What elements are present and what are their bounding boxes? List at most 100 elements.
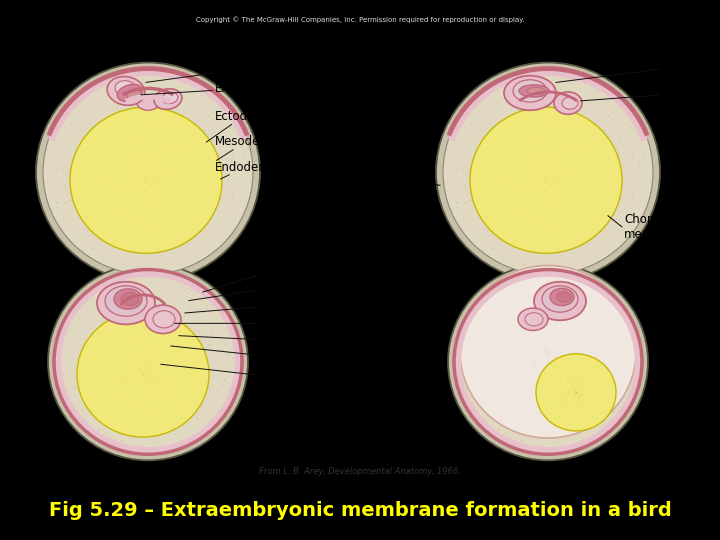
Point [552, 174, 564, 183]
Point [458, 165, 469, 173]
Point [539, 176, 551, 185]
Point [602, 217, 613, 226]
Point [198, 370, 210, 379]
Point [560, 363, 572, 372]
Point [110, 326, 122, 334]
Point [599, 361, 611, 370]
Point [541, 167, 553, 176]
Point [543, 238, 554, 246]
Point [182, 117, 194, 125]
Point [167, 413, 179, 422]
Point [538, 362, 549, 370]
Point [163, 227, 174, 236]
Point [142, 318, 153, 327]
Point [506, 417, 518, 426]
Point [131, 178, 143, 187]
Point [541, 349, 552, 358]
Point [568, 373, 580, 382]
Point [166, 92, 178, 101]
Point [474, 356, 486, 365]
Point [510, 234, 521, 243]
Point [503, 359, 515, 368]
Point [567, 383, 579, 391]
Point [114, 205, 126, 214]
Point [130, 132, 141, 141]
Point [157, 394, 168, 402]
Point [132, 190, 144, 199]
Point [545, 379, 557, 387]
Point [536, 334, 548, 342]
Point [508, 358, 520, 367]
Point [593, 369, 604, 378]
Point [154, 358, 166, 367]
Point [531, 394, 543, 402]
Point [143, 121, 155, 130]
Point [197, 260, 208, 268]
Point [544, 179, 555, 188]
Point [202, 181, 214, 190]
Point [526, 83, 537, 92]
Point [565, 420, 577, 428]
Point [101, 232, 112, 240]
Point [547, 362, 559, 370]
Point [489, 254, 500, 262]
Point [143, 376, 154, 385]
Point [140, 169, 151, 178]
Point [551, 146, 562, 155]
Point [544, 347, 555, 356]
Point [510, 394, 521, 402]
Point [586, 345, 598, 353]
Ellipse shape [448, 264, 648, 461]
Point [521, 343, 532, 352]
Point [145, 380, 157, 388]
Point [163, 164, 174, 173]
Point [521, 216, 533, 225]
Point [516, 194, 528, 202]
Point [159, 153, 171, 161]
Point [180, 255, 192, 264]
Point [572, 390, 584, 399]
Point [143, 210, 154, 219]
Point [153, 337, 164, 346]
Point [480, 172, 492, 180]
Point [131, 118, 143, 127]
Point [189, 214, 200, 222]
Point [132, 361, 144, 369]
Point [515, 430, 526, 439]
Point [172, 187, 184, 196]
Point [485, 311, 497, 320]
Point [602, 340, 613, 349]
Point [164, 245, 176, 254]
Point [185, 366, 197, 375]
Point [150, 178, 161, 186]
Point [173, 249, 184, 258]
Point [480, 223, 492, 232]
Point [136, 165, 148, 173]
Point [159, 387, 171, 395]
Point [568, 238, 580, 246]
Point [474, 240, 486, 248]
Point [129, 397, 140, 406]
Point [104, 281, 116, 289]
Point [606, 315, 617, 323]
Point [131, 179, 143, 188]
Point [570, 388, 582, 396]
Point [540, 139, 552, 147]
Point [491, 306, 503, 314]
Point [610, 361, 621, 369]
Point [531, 117, 542, 126]
Point [186, 351, 198, 360]
Point [141, 167, 153, 176]
Point [563, 185, 575, 194]
Point [172, 183, 184, 192]
Point [559, 344, 570, 353]
Point [135, 113, 146, 122]
Point [542, 363, 554, 372]
Point [168, 352, 180, 360]
Point [589, 107, 600, 116]
Text: membrane: membrane [624, 227, 689, 240]
Point [125, 173, 136, 182]
Point [533, 383, 544, 391]
Point [485, 329, 497, 338]
Text: Ectoderm: Ectoderm [206, 110, 271, 142]
